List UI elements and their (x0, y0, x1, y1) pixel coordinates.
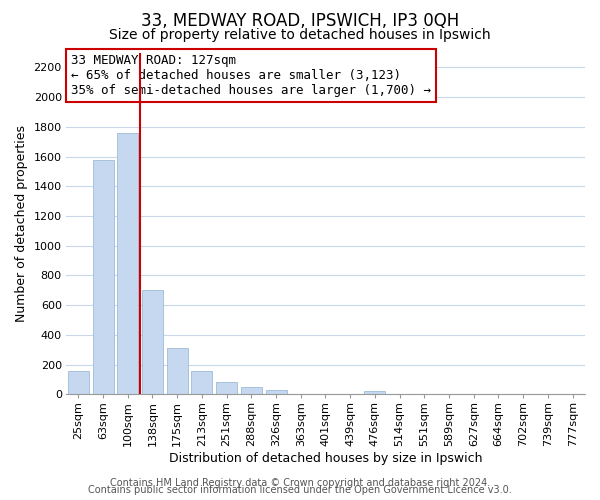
Bar (266, 390, 287, 394)
X-axis label: Distribution of detached houses by size in Ipswich: Distribution of detached houses by size … (169, 452, 482, 465)
Text: Contains HM Land Registry data © Crown copyright and database right 2024.: Contains HM Land Registry data © Crown c… (110, 478, 490, 488)
Y-axis label: Number of detached properties: Number of detached properties (15, 125, 28, 322)
Bar (241, 387, 262, 394)
Text: 33 MEDWAY ROAD: 127sqm
← 65% of detached houses are smaller (3,123)
35% of semi-: 33 MEDWAY ROAD: 127sqm ← 65% of detached… (71, 54, 431, 97)
Bar (142, 290, 163, 395)
Text: 33, MEDWAY ROAD, IPSWICH, IP3 0QH: 33, MEDWAY ROAD, IPSWICH, IP3 0QH (141, 12, 459, 30)
Bar (167, 348, 188, 395)
Bar (68, 370, 89, 394)
Bar (191, 372, 212, 394)
Bar (117, 133, 138, 394)
Bar (92, 160, 113, 394)
Bar (216, 382, 237, 394)
Text: Contains public sector information licensed under the Open Government Licence v3: Contains public sector information licen… (88, 485, 512, 495)
Bar (364, 392, 385, 394)
Text: Size of property relative to detached houses in Ipswich: Size of property relative to detached ho… (109, 28, 491, 42)
